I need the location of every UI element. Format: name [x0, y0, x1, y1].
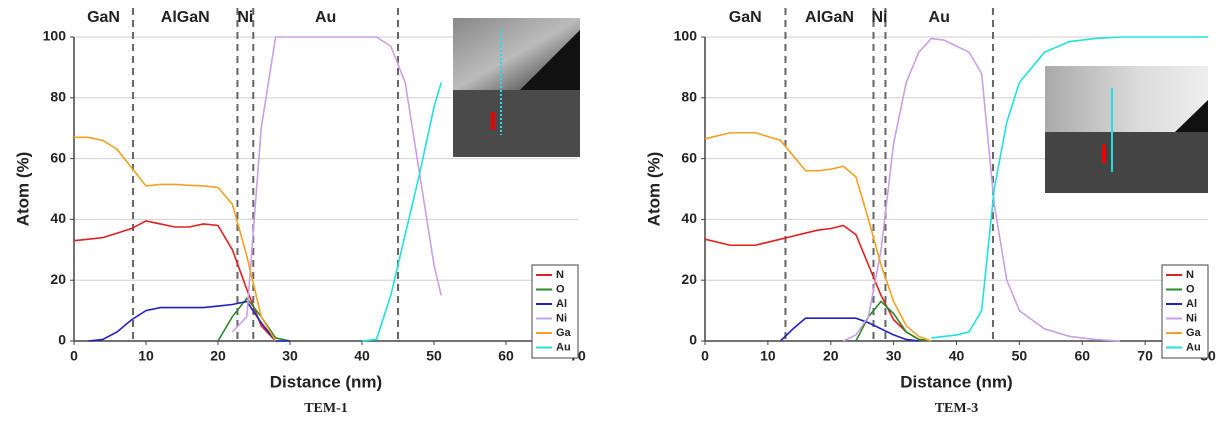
series-line	[361, 82, 442, 342]
series-line	[779, 317, 919, 342]
x-tick-label: 30	[282, 348, 298, 364]
x-axis-label: Distance (nm)	[900, 372, 1012, 391]
legend-label: Ga	[556, 327, 572, 339]
x-tick-label: 10	[760, 348, 776, 364]
x-tick-label: 30	[886, 348, 902, 364]
region-label: Au	[315, 9, 336, 26]
legend-label: Ni	[1186, 312, 1197, 324]
legend-label: N	[1186, 269, 1194, 281]
x-axis-label: Distance (nm)	[270, 372, 382, 391]
region-label: Ni	[871, 9, 887, 26]
x-tick-label: 40	[949, 348, 965, 364]
series-line	[931, 36, 1208, 339]
y-tick-label: 80	[50, 89, 66, 105]
legend-box	[531, 264, 579, 359]
chart-caption: TEM-3	[935, 401, 979, 416]
y-tick-label: 20	[50, 271, 66, 287]
legend-label: O	[556, 283, 565, 295]
x-tick-label: 0	[70, 348, 78, 364]
region-label: Ni	[237, 9, 253, 26]
y-tick-label: 60	[50, 149, 66, 165]
y-axis-label: Atom (%)	[13, 152, 32, 227]
charts: 020406080100010203040506070GaNAlGaNNiAuN…	[13, 8, 1216, 416]
chart-caption: TEM-1	[304, 401, 348, 416]
x-tick-label: 60	[1074, 348, 1090, 364]
legend-label: Au	[556, 341, 571, 353]
y-tick-label: 60	[681, 149, 697, 165]
series-line	[842, 37, 1121, 342]
legend-label: Al	[1186, 298, 1197, 310]
y-tick-label: 100	[43, 28, 67, 44]
inset-image	[453, 18, 580, 157]
y-tick-label: 0	[689, 332, 697, 348]
series-line	[217, 297, 291, 342]
x-tick-label: 20	[823, 348, 839, 364]
legend-label: Ga	[1186, 327, 1202, 339]
region-label: AlGaN	[161, 9, 210, 26]
region-label: AlGaN	[805, 9, 854, 26]
series-line	[73, 220, 277, 342]
x-tick-label: 50	[426, 348, 442, 364]
region-label: GaN	[87, 9, 120, 26]
y-tick-label: 80	[681, 89, 697, 105]
y-tick-label: 40	[50, 210, 66, 226]
series-line	[74, 136, 277, 342]
series-line	[704, 224, 932, 342]
x-tick-label: 20	[210, 348, 226, 364]
legend-box	[1161, 264, 1209, 359]
x-tick-label: 0	[701, 348, 709, 364]
x-tick-label: 40	[354, 348, 370, 364]
legend-label: N	[556, 269, 564, 281]
x-tick-label: 10	[138, 348, 154, 364]
inset-image	[1045, 66, 1208, 193]
region-label: Au	[929, 9, 950, 26]
y-tick-label: 40	[681, 210, 697, 226]
series-line	[88, 300, 290, 342]
x-tick-label: 50	[1012, 348, 1028, 364]
series-line	[231, 36, 442, 333]
legend-label: Al	[556, 298, 567, 310]
y-tick-label: 100	[674, 28, 698, 44]
x-tick-label: 70	[1137, 348, 1153, 364]
y-tick-label: 20	[681, 271, 697, 287]
region-label: GaN	[729, 9, 762, 26]
y-axis-label: Atom (%)	[644, 152, 663, 227]
series-line	[704, 131, 932, 342]
legend-label: Ni	[556, 312, 567, 324]
x-tick-label: 60	[498, 348, 514, 364]
legend-label: Au	[1186, 341, 1201, 353]
y-tick-label: 0	[58, 332, 66, 348]
legend-label: O	[1186, 283, 1195, 295]
